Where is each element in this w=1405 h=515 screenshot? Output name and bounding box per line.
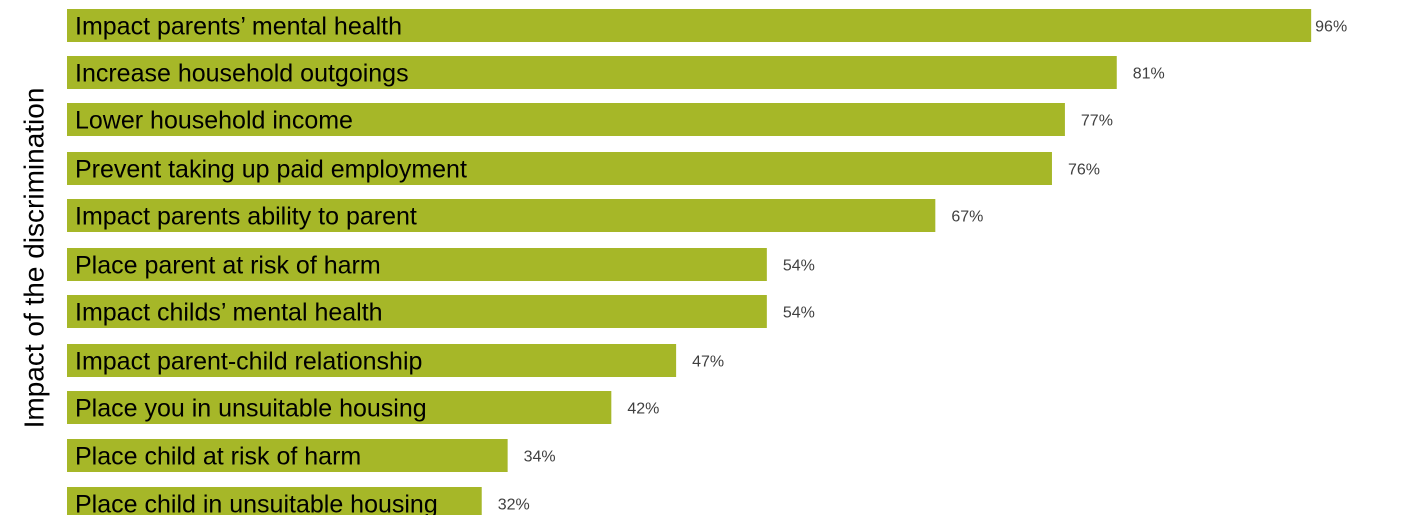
bar: [67, 248, 767, 281]
bar-category-label: Increase household outgoings: [75, 60, 409, 88]
bar: [67, 103, 1065, 136]
bar-category-label: Impact parents ability to parent: [75, 203, 417, 231]
bar-value-label: 54%: [783, 258, 815, 275]
bar-category-label: Place child at risk of harm: [75, 443, 361, 471]
bar-category-label: Impact parent-child relationship: [75, 348, 422, 376]
bar-value-label: 77%: [1081, 113, 1113, 130]
bar-value-label: 96%: [1315, 19, 1347, 36]
bar-value-label: 34%: [524, 449, 556, 466]
bar: [67, 487, 482, 515]
bar: [67, 439, 508, 472]
bar-category-label: Place parent at risk of harm: [75, 252, 381, 280]
y-axis-title: Impact of the discrimination: [19, 88, 50, 429]
bar-value-label: 32%: [498, 497, 530, 514]
bar-value-label: 67%: [951, 209, 983, 226]
bar-value-label: 76%: [1068, 162, 1100, 179]
bar-category-label: Place child in unsuitable housing: [75, 491, 438, 515]
bar-category-label: Lower household income: [75, 107, 353, 135]
bar: [67, 9, 1312, 42]
bars-group: Impact parents’ mental health 96% Increase…: [67, 9, 1347, 515]
bar-category-label: Impact childs’ mental health: [75, 299, 383, 327]
bar-category-label: Place you in unsuitable housing: [75, 395, 427, 423]
bar-value-label: 81%: [1133, 66, 1165, 83]
bar: [67, 295, 767, 328]
bar: [67, 152, 1052, 185]
bar-category-label: Impact parents’ mental health: [75, 13, 402, 41]
bar-value-label: 42%: [627, 401, 659, 418]
bar-category-label: Prevent taking up paid employment: [75, 156, 467, 184]
bar: [67, 56, 1117, 89]
bar: [67, 391, 612, 424]
bar-value-label: 47%: [692, 354, 724, 371]
bar-value-label: 54%: [783, 305, 815, 322]
bar: [67, 199, 936, 232]
bar: [67, 344, 677, 377]
